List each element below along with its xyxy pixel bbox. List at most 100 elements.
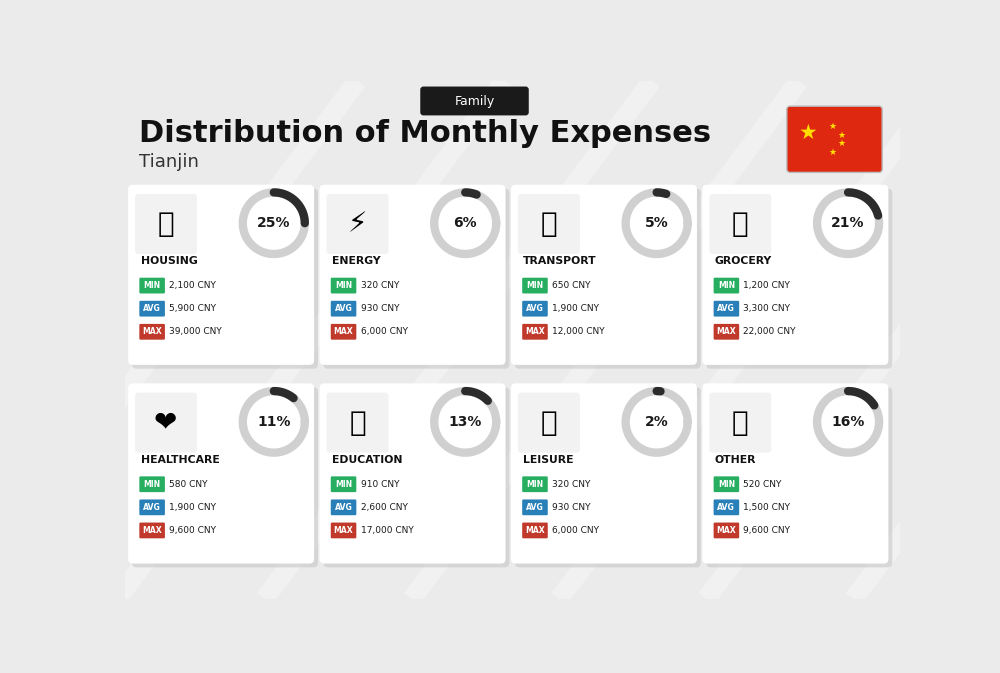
Text: AVG: AVG xyxy=(717,503,735,512)
Text: 25%: 25% xyxy=(257,216,291,230)
Text: TRANSPORT: TRANSPORT xyxy=(523,256,597,266)
Text: MIN: MIN xyxy=(526,480,544,489)
FancyBboxPatch shape xyxy=(323,188,509,369)
FancyBboxPatch shape xyxy=(331,278,356,293)
Text: 39,000 CNY: 39,000 CNY xyxy=(169,327,222,336)
FancyBboxPatch shape xyxy=(702,384,888,563)
FancyBboxPatch shape xyxy=(515,188,701,369)
Text: 🛒: 🛒 xyxy=(732,210,749,238)
Text: MIN: MIN xyxy=(718,281,735,290)
Text: ★: ★ xyxy=(829,122,837,131)
Text: 🎓: 🎓 xyxy=(349,409,366,437)
Text: AVG: AVG xyxy=(526,503,544,512)
FancyBboxPatch shape xyxy=(331,522,356,538)
FancyBboxPatch shape xyxy=(139,476,165,492)
Text: 11%: 11% xyxy=(257,415,291,429)
Text: HOUSING: HOUSING xyxy=(140,256,197,266)
FancyBboxPatch shape xyxy=(139,522,165,538)
FancyBboxPatch shape xyxy=(709,194,771,254)
Text: 💰: 💰 xyxy=(732,409,749,437)
Text: MAX: MAX xyxy=(525,327,545,336)
Text: 650 CNY: 650 CNY xyxy=(552,281,591,290)
FancyBboxPatch shape xyxy=(522,324,548,340)
FancyBboxPatch shape xyxy=(135,194,197,254)
Text: 910 CNY: 910 CNY xyxy=(361,480,399,489)
Text: 1,900 CNY: 1,900 CNY xyxy=(552,304,599,313)
FancyBboxPatch shape xyxy=(518,392,580,453)
FancyBboxPatch shape xyxy=(139,324,165,340)
FancyBboxPatch shape xyxy=(326,194,388,254)
Text: 5,900 CNY: 5,900 CNY xyxy=(169,304,216,313)
Text: 🏢: 🏢 xyxy=(158,210,174,238)
Text: ★: ★ xyxy=(798,123,817,143)
FancyBboxPatch shape xyxy=(331,499,356,516)
FancyBboxPatch shape xyxy=(714,278,739,293)
FancyBboxPatch shape xyxy=(714,324,739,340)
FancyBboxPatch shape xyxy=(706,387,892,567)
FancyBboxPatch shape xyxy=(323,387,509,567)
Text: EDUCATION: EDUCATION xyxy=(332,454,402,464)
Text: MAX: MAX xyxy=(717,327,736,336)
Text: ★: ★ xyxy=(838,131,846,139)
Text: MAX: MAX xyxy=(142,526,162,535)
Text: AVG: AVG xyxy=(526,304,544,313)
Text: 930 CNY: 930 CNY xyxy=(361,304,399,313)
Text: ENERGY: ENERGY xyxy=(332,256,381,266)
Text: 🚌: 🚌 xyxy=(541,210,557,238)
Text: AVG: AVG xyxy=(143,304,161,313)
FancyBboxPatch shape xyxy=(326,392,388,453)
Text: AVG: AVG xyxy=(717,304,735,313)
FancyBboxPatch shape xyxy=(320,384,506,563)
Text: 16%: 16% xyxy=(831,415,865,429)
FancyBboxPatch shape xyxy=(522,301,548,316)
Text: ⚡: ⚡ xyxy=(348,210,367,238)
Text: 320 CNY: 320 CNY xyxy=(552,480,590,489)
FancyBboxPatch shape xyxy=(139,499,165,516)
FancyBboxPatch shape xyxy=(132,188,318,369)
Text: AVG: AVG xyxy=(335,503,352,512)
Text: MIN: MIN xyxy=(718,480,735,489)
FancyBboxPatch shape xyxy=(139,301,165,316)
Text: HEALTHCARE: HEALTHCARE xyxy=(140,454,219,464)
FancyBboxPatch shape xyxy=(511,184,697,365)
Text: 9,600 CNY: 9,600 CNY xyxy=(169,526,216,535)
FancyBboxPatch shape xyxy=(139,278,165,293)
Text: MIN: MIN xyxy=(526,281,544,290)
FancyBboxPatch shape xyxy=(714,499,739,516)
Text: MAX: MAX xyxy=(142,327,162,336)
Text: AVG: AVG xyxy=(143,503,161,512)
FancyBboxPatch shape xyxy=(522,476,548,492)
Text: MIN: MIN xyxy=(144,281,161,290)
Text: 6,000 CNY: 6,000 CNY xyxy=(361,327,408,336)
Text: 6%: 6% xyxy=(453,216,477,230)
Text: MIN: MIN xyxy=(335,281,352,290)
Text: 12,000 CNY: 12,000 CNY xyxy=(552,327,605,336)
Text: Tianjin: Tianjin xyxy=(139,153,199,171)
FancyBboxPatch shape xyxy=(320,184,506,365)
Text: 1,900 CNY: 1,900 CNY xyxy=(169,503,216,512)
Text: 13%: 13% xyxy=(449,415,482,429)
Text: 6,000 CNY: 6,000 CNY xyxy=(552,526,599,535)
Text: 3,300 CNY: 3,300 CNY xyxy=(743,304,790,313)
Text: 2,100 CNY: 2,100 CNY xyxy=(169,281,216,290)
Text: MAX: MAX xyxy=(525,526,545,535)
FancyBboxPatch shape xyxy=(515,387,701,567)
FancyBboxPatch shape xyxy=(135,392,197,453)
Text: 17,000 CNY: 17,000 CNY xyxy=(361,526,413,535)
FancyBboxPatch shape xyxy=(709,392,771,453)
FancyBboxPatch shape xyxy=(511,384,697,563)
Text: 930 CNY: 930 CNY xyxy=(552,503,591,512)
FancyBboxPatch shape xyxy=(702,184,888,365)
Text: MIN: MIN xyxy=(144,480,161,489)
FancyBboxPatch shape xyxy=(331,301,356,316)
Text: 2%: 2% xyxy=(645,415,669,429)
Text: MAX: MAX xyxy=(717,526,736,535)
Text: ❤️: ❤️ xyxy=(154,409,178,437)
FancyBboxPatch shape xyxy=(331,476,356,492)
FancyBboxPatch shape xyxy=(522,499,548,516)
Text: 9,600 CNY: 9,600 CNY xyxy=(743,526,790,535)
Text: ★: ★ xyxy=(838,139,846,148)
FancyBboxPatch shape xyxy=(132,387,318,567)
FancyBboxPatch shape xyxy=(128,384,314,563)
Text: Distribution of Monthly Expenses: Distribution of Monthly Expenses xyxy=(139,118,711,147)
